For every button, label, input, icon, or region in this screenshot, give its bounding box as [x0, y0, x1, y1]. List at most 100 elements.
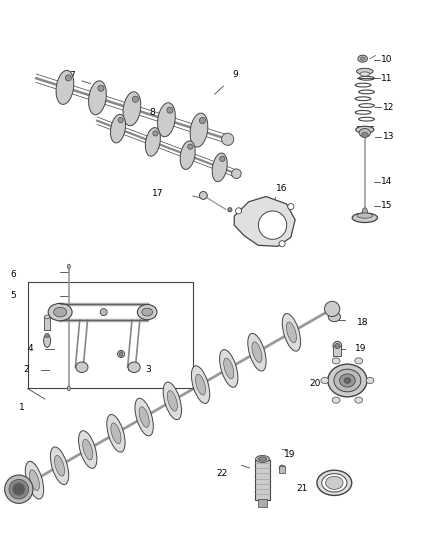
Ellipse shape	[13, 484, 24, 495]
Ellipse shape	[332, 358, 340, 364]
Ellipse shape	[232, 169, 241, 179]
Ellipse shape	[282, 313, 300, 351]
Ellipse shape	[56, 70, 74, 104]
Text: 22: 22	[216, 469, 227, 478]
Ellipse shape	[255, 456, 269, 463]
Ellipse shape	[328, 312, 340, 321]
Ellipse shape	[180, 141, 195, 169]
Text: 21: 21	[296, 483, 307, 492]
Ellipse shape	[258, 211, 287, 239]
Ellipse shape	[220, 156, 225, 161]
Ellipse shape	[138, 304, 157, 320]
Text: 15: 15	[381, 201, 393, 210]
Text: 10: 10	[381, 55, 393, 64]
Ellipse shape	[163, 382, 181, 419]
Ellipse shape	[100, 309, 107, 316]
Text: 5: 5	[10, 291, 16, 300]
Bar	[44, 317, 50, 330]
Ellipse shape	[167, 391, 177, 411]
Ellipse shape	[145, 127, 160, 156]
Ellipse shape	[48, 303, 72, 321]
Ellipse shape	[333, 341, 342, 351]
Text: 13: 13	[383, 132, 394, 141]
Ellipse shape	[236, 208, 242, 214]
Bar	[279, 466, 285, 473]
Ellipse shape	[228, 207, 232, 212]
Ellipse shape	[357, 213, 373, 218]
Text: 2: 2	[23, 366, 29, 374]
Ellipse shape	[187, 144, 193, 149]
Ellipse shape	[67, 264, 71, 269]
Ellipse shape	[355, 358, 363, 364]
Ellipse shape	[25, 462, 44, 499]
Ellipse shape	[44, 334, 50, 348]
Ellipse shape	[355, 397, 363, 403]
Ellipse shape	[362, 208, 367, 215]
Ellipse shape	[279, 465, 285, 471]
Text: 19: 19	[284, 450, 296, 459]
Ellipse shape	[54, 455, 64, 476]
Ellipse shape	[248, 333, 266, 371]
Ellipse shape	[83, 439, 93, 460]
Ellipse shape	[361, 132, 368, 138]
Ellipse shape	[132, 96, 138, 102]
Ellipse shape	[142, 308, 152, 316]
Ellipse shape	[158, 103, 175, 137]
Ellipse shape	[352, 213, 378, 222]
Ellipse shape	[325, 477, 343, 489]
Ellipse shape	[9, 479, 28, 499]
Text: 9: 9	[232, 69, 238, 78]
Bar	[258, 499, 267, 507]
Ellipse shape	[328, 364, 367, 397]
Ellipse shape	[332, 397, 340, 403]
Text: 3: 3	[145, 366, 151, 374]
Ellipse shape	[118, 118, 123, 123]
Bar	[28, 282, 193, 389]
Ellipse shape	[135, 398, 153, 436]
Ellipse shape	[111, 423, 121, 443]
Ellipse shape	[199, 117, 205, 124]
Ellipse shape	[288, 204, 294, 209]
Ellipse shape	[76, 362, 88, 373]
Ellipse shape	[65, 75, 71, 81]
Bar	[254, 460, 270, 500]
Ellipse shape	[366, 377, 374, 384]
Ellipse shape	[117, 351, 124, 358]
Ellipse shape	[123, 92, 141, 126]
Ellipse shape	[195, 374, 205, 395]
Ellipse shape	[98, 85, 104, 91]
Ellipse shape	[191, 366, 210, 403]
Text: 4: 4	[28, 344, 33, 353]
Polygon shape	[234, 197, 295, 246]
Ellipse shape	[45, 333, 49, 337]
Ellipse shape	[356, 126, 374, 133]
Ellipse shape	[88, 81, 106, 115]
Ellipse shape	[325, 301, 340, 317]
Ellipse shape	[153, 131, 158, 136]
Text: 12: 12	[383, 103, 394, 112]
Ellipse shape	[334, 369, 361, 392]
Ellipse shape	[317, 470, 352, 496]
Ellipse shape	[128, 362, 140, 373]
Ellipse shape	[67, 386, 71, 391]
Ellipse shape	[110, 115, 126, 143]
Text: 11: 11	[381, 74, 393, 83]
Ellipse shape	[167, 107, 173, 113]
Ellipse shape	[5, 475, 33, 503]
Ellipse shape	[78, 431, 97, 469]
Text: 19: 19	[355, 344, 367, 353]
Text: 20: 20	[310, 378, 321, 387]
Ellipse shape	[199, 191, 207, 199]
Ellipse shape	[45, 315, 49, 319]
Text: 1: 1	[19, 402, 25, 411]
Ellipse shape	[224, 358, 234, 379]
Ellipse shape	[222, 133, 234, 146]
Text: 17: 17	[152, 189, 163, 198]
Ellipse shape	[360, 57, 365, 60]
Ellipse shape	[50, 447, 69, 484]
Ellipse shape	[344, 378, 351, 383]
Text: 16: 16	[276, 183, 287, 192]
Text: 8: 8	[149, 108, 155, 117]
Ellipse shape	[219, 350, 238, 387]
Text: 6: 6	[10, 270, 16, 279]
